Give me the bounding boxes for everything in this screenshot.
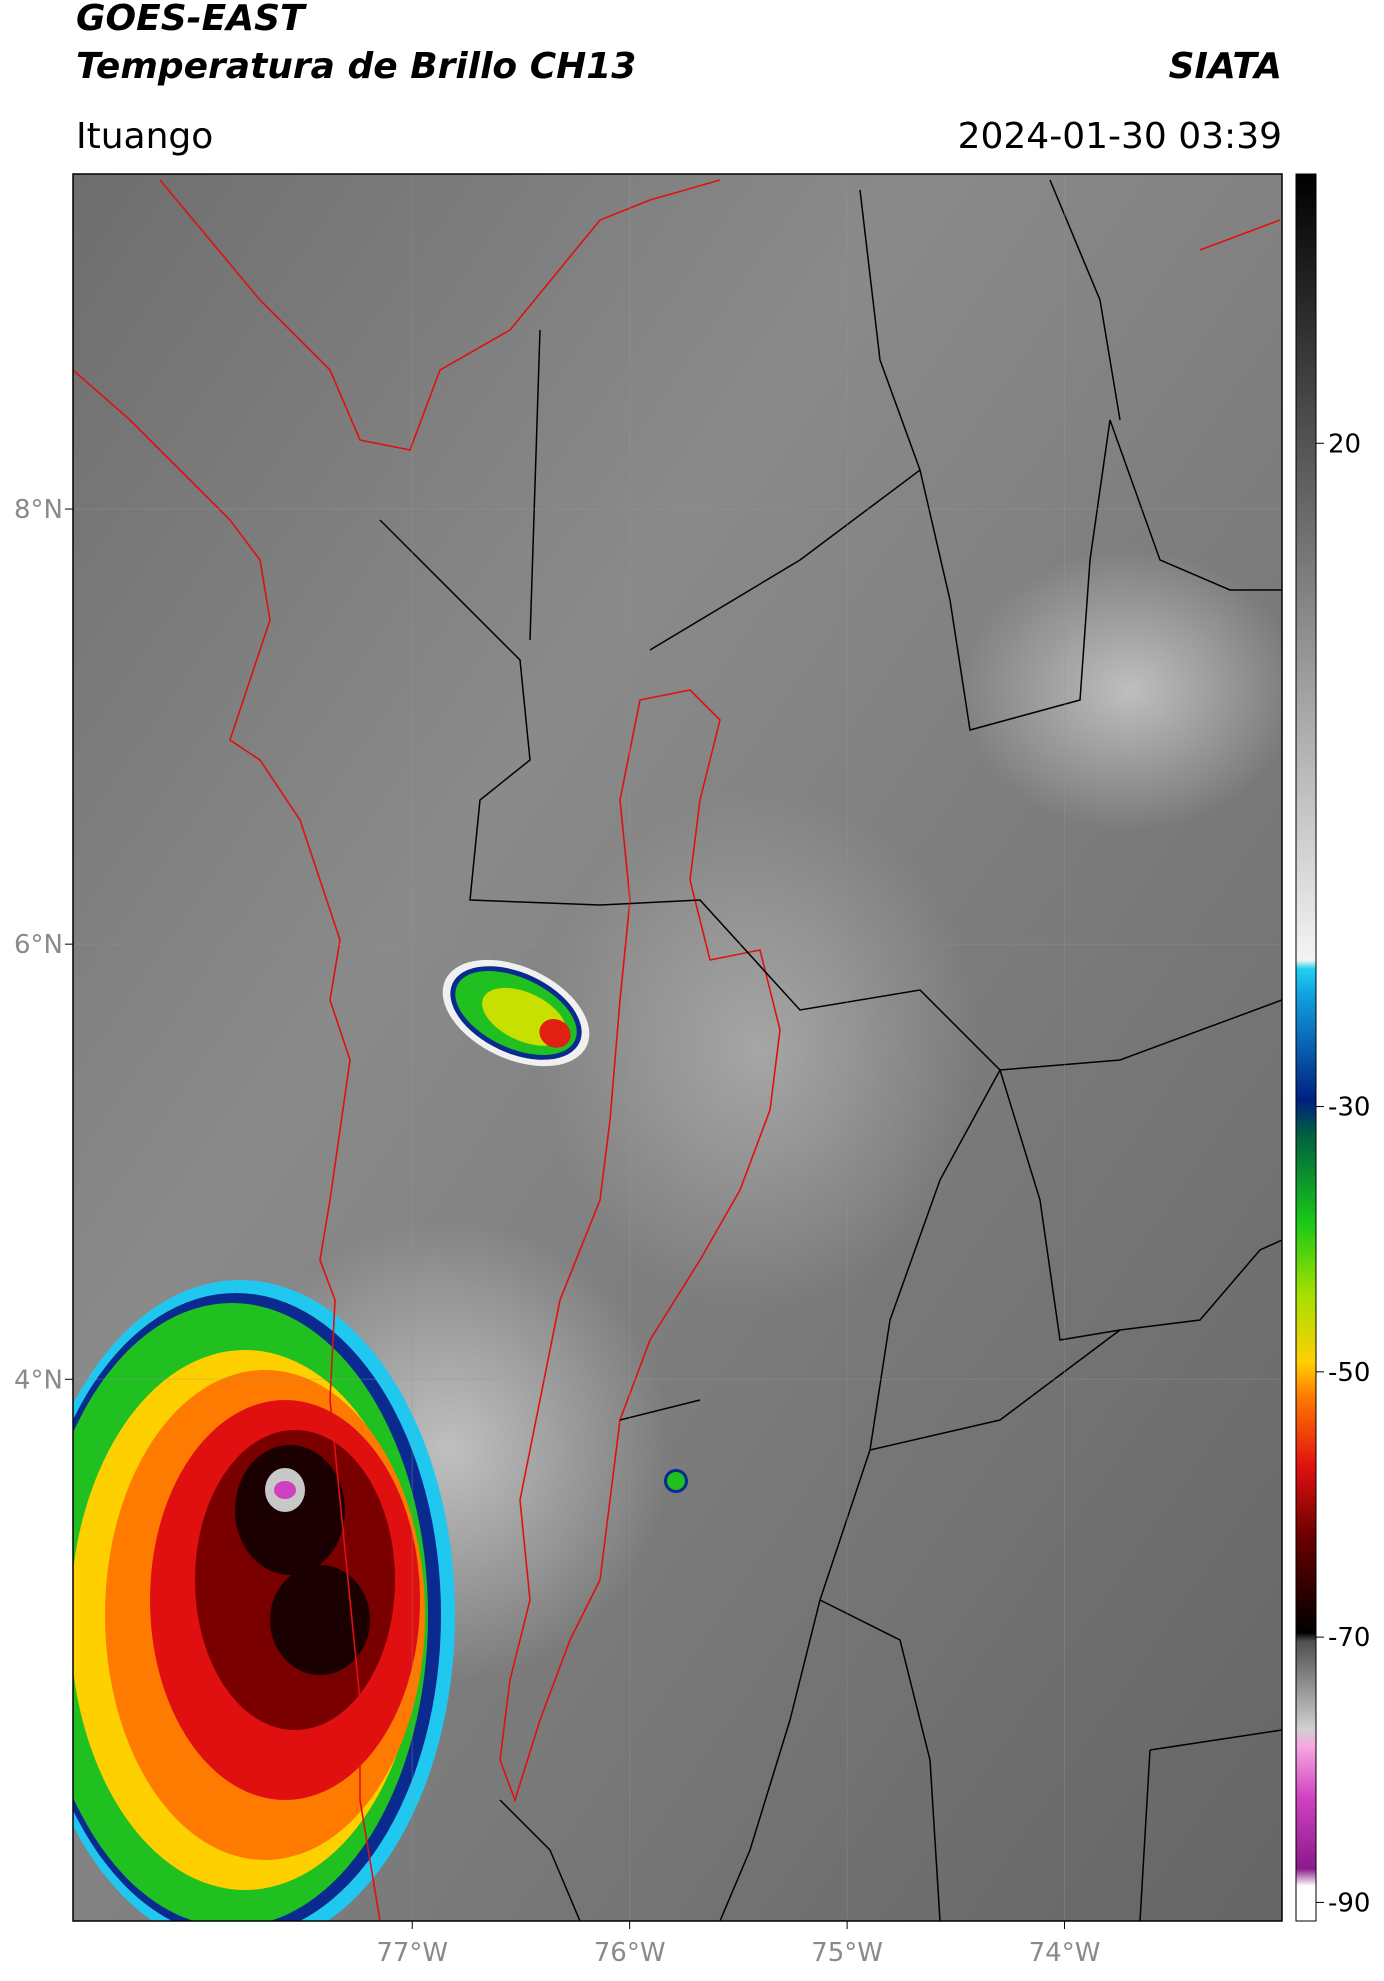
map-image <box>73 174 1282 1921</box>
colorbar-label: -30 <box>1328 1093 1370 1123</box>
x-tick-label: 75°W <box>811 1938 883 1968</box>
title: GOES-EAST <box>76 0 307 39</box>
colorbar-label: -90 <box>1328 1888 1370 1918</box>
datetime: 2024-01-30 03:39 <box>958 116 1282 157</box>
colorbar-label: -70 <box>1328 1623 1370 1653</box>
grid <box>73 174 1282 1921</box>
y-tick-label: 8°N <box>14 495 63 525</box>
organization: SIATA <box>1169 46 1282 87</box>
subtitle: Temperatura de Brillo CH13 <box>76 46 636 87</box>
colorbar-label: -50 <box>1328 1358 1370 1388</box>
x-tick-label: 74°W <box>1029 1938 1101 1968</box>
x-tick-label: 77°W <box>376 1938 448 1968</box>
colorbar-label: 20 <box>1328 429 1361 459</box>
location: Ituango <box>76 116 213 157</box>
x-tick-label: 76°W <box>594 1938 666 1968</box>
map-frame <box>72 173 1283 1922</box>
y-tick-label: 4°N <box>14 1365 63 1395</box>
y-tick-label: 6°N <box>14 930 63 960</box>
colorbar <box>1295 173 1317 1922</box>
